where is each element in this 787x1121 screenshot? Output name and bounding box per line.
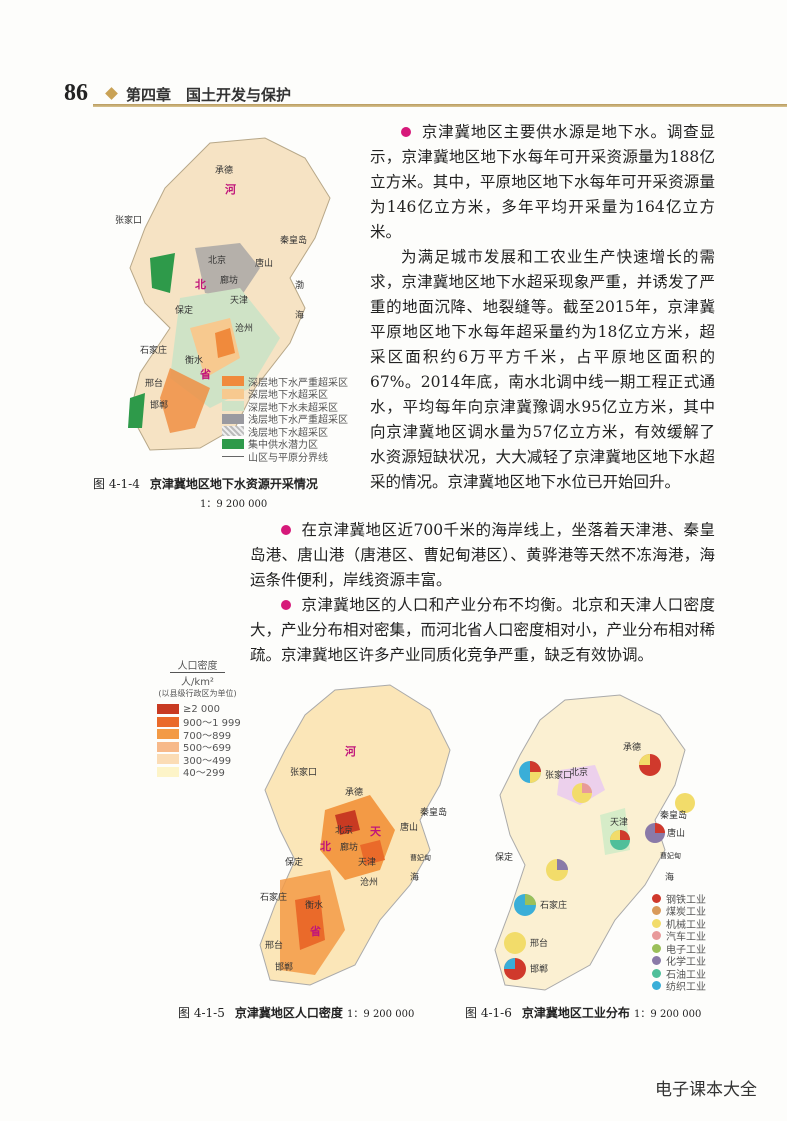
- province-label: 河: [225, 182, 236, 196]
- place-label: 石家庄: [260, 891, 287, 903]
- place-label: 天津: [358, 857, 376, 868]
- chapter-title: 第四章 国土开发与保护: [126, 86, 292, 104]
- watermark: 电子课本大全: [655, 1080, 757, 1100]
- fig1-legend: 深层地下水严重超采区 深层地下水超采区 深层地下水未超采区 浅层地下水严重超采区…: [222, 375, 348, 464]
- place-label: 衡水: [305, 899, 323, 911]
- bullet-icon: [281, 600, 291, 610]
- place-label: 秦皇岛: [660, 809, 687, 821]
- place-label: 张家口: [545, 769, 572, 781]
- place-label: 秦皇岛: [280, 234, 307, 246]
- place-label: 保定: [285, 856, 303, 868]
- province-label: 河: [345, 744, 356, 758]
- place-label: 秦皇岛: [420, 806, 447, 818]
- place-label: 承德: [215, 164, 233, 176]
- fig2-legend: 人口密度 人/km² (以县级行政区为单位) ≥2 000 900～1 999 …: [145, 657, 250, 779]
- paragraph: 京津冀地区的人口和产业分布不均衡。北京和天津人口密度大，产业分布相对密集，而河北…: [250, 596, 716, 664]
- place-label: 邢台: [265, 939, 283, 951]
- groundwater-map: 承德 张家口 北京 廊坊 天津 唐山 秦皇岛 保定 沧州 石家庄 衡水 邢台 邯…: [115, 137, 331, 451]
- sea-label: 海: [665, 871, 674, 883]
- text-column: 京津冀地区主要供水源是地下水。调查显示，京津冀地区地下水每年可开采资源量为188…: [370, 120, 715, 495]
- place-label: 曹妃甸: [660, 851, 681, 860]
- place-label: 邯郸: [150, 399, 168, 411]
- pie-charts: [504, 754, 695, 980]
- place-label: 廊坊: [340, 841, 358, 853]
- place-label: 张家口: [290, 766, 317, 778]
- province-label: 省: [309, 924, 321, 938]
- place-label: 衡水: [185, 354, 203, 366]
- place-label: 天津: [610, 817, 628, 828]
- header-rule: [93, 104, 787, 107]
- province-label: 省: [199, 367, 211, 381]
- fig1-caption: 图 4-1-4 京津冀地区地下水资源开采情况: [93, 477, 318, 491]
- place-label: 承德: [623, 741, 641, 753]
- sea-label: 海: [410, 871, 419, 883]
- place-label: 天津: [230, 295, 248, 306]
- place-label: 石家庄: [140, 344, 167, 356]
- fig2-caption: 图 4-1-5 京津冀地区人口密度 1：9 200 000: [178, 1006, 415, 1020]
- place-label: 邢台: [530, 937, 548, 949]
- paragraph: 为满足城市发展和工农业生产快速增长的需求，京津冀地区地下水超采现象严重，并诱发了…: [370, 248, 715, 491]
- place-label: 张家口: [115, 214, 142, 226]
- place-label: 唐山: [400, 821, 418, 833]
- place-label: 保定: [495, 851, 513, 863]
- province-label: 北: [320, 839, 331, 853]
- text-full: 在京津冀地区近700千米的海岸线上，坐落着天津港、秦皇岛港、唐山港（唐港区、曹妃…: [250, 518, 715, 668]
- province-label: 北: [195, 277, 206, 291]
- bullet-icon: [281, 525, 291, 535]
- paragraph: 在京津冀地区近700千米的海岸线上，坐落着天津港、秦皇岛港、唐山港（唐港区、曹妃…: [250, 521, 715, 589]
- place-label: 廊坊: [220, 274, 238, 286]
- place-label: 北京: [208, 254, 226, 266]
- diamond-icon: [105, 87, 118, 100]
- sea-label: 海: [295, 309, 304, 321]
- industry-map: 张家口 承德 北京 天津 秦皇岛 唐山 保定 石家庄 邢台 邯郸 曹妃甸 海: [494, 694, 695, 991]
- place-label: 曹妃甸: [410, 853, 431, 862]
- fig1-scale: 1：9 200 000: [200, 499, 268, 510]
- place-label: 邢台: [145, 377, 163, 389]
- province-label: 天: [370, 825, 382, 838]
- place-label: 北京: [335, 824, 353, 836]
- place-label: 承德: [345, 786, 363, 798]
- page-number: 86: [64, 80, 88, 106]
- fig3-caption: 图 4-1-6 京津冀地区工业分布 1：9 200 000: [465, 1006, 702, 1020]
- paragraph: 京津冀地区主要供水源是地下水。调查显示，京津冀地区地下水每年可开采资源量为188…: [370, 123, 715, 241]
- place-label: 保定: [175, 304, 193, 316]
- place-label: 唐山: [667, 827, 685, 839]
- fig3-legend: 钢铁工业 煤炭工业 机械工业 汽车工业 电子工业 化学工业 石油工业 纺织工业: [652, 892, 706, 993]
- place-label: 北京: [570, 766, 588, 778]
- place-label: 唐山: [255, 257, 273, 269]
- population-density-map: 承德 张家口 北京 廊坊 天津 唐山 秦皇岛 保定 沧州 石家庄 衡水 邢台 邯…: [259, 684, 451, 986]
- place-label: 沧州: [360, 876, 378, 888]
- sea-label: 渤: [295, 279, 304, 291]
- place-label: 邯郸: [275, 961, 293, 973]
- bullet-icon: [401, 127, 411, 137]
- place-label: 石家庄: [540, 899, 567, 911]
- place-label: 邯郸: [530, 963, 548, 975]
- place-label: 沧州: [235, 322, 253, 334]
